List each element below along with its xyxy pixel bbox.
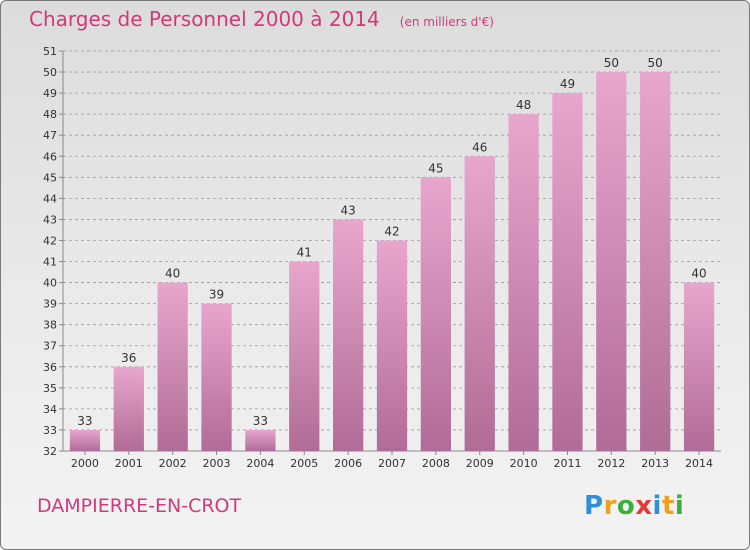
y-tick-label: 32	[43, 445, 57, 458]
bar	[332, 219, 364, 451]
y-tick-label: 34	[43, 403, 57, 416]
x-tick-label: 2003	[203, 457, 231, 470]
logo-letter: o	[616, 491, 636, 521]
bar-value-label: 48	[516, 98, 531, 112]
bar-value-label: 50	[604, 56, 619, 70]
y-tick-label: 39	[43, 298, 57, 311]
bar-value-label: 46	[472, 140, 487, 154]
bar	[289, 261, 320, 451]
bar-value-label: 50	[648, 56, 663, 70]
bar	[201, 303, 232, 451]
bar-value-label: 40	[691, 267, 706, 281]
proxiti-logo: Proxiti	[584, 491, 684, 521]
logo-letter: t	[661, 491, 675, 521]
bar	[376, 240, 408, 451]
logo-letter: x	[635, 491, 653, 521]
bar-value-label: 36	[121, 351, 136, 365]
y-tick-label: 47	[43, 129, 57, 142]
y-tick-label: 40	[43, 277, 57, 290]
bar	[552, 93, 583, 452]
y-tick-label: 38	[43, 319, 57, 332]
logo-letter: i	[652, 491, 662, 521]
x-tick-label: 2005	[290, 457, 318, 470]
x-tick-label: 2002	[159, 457, 187, 470]
bar-value-label: 42	[384, 224, 399, 238]
x-tick-label: 2001	[115, 457, 143, 470]
logo-letter: P	[584, 491, 604, 521]
bar-value-label: 43	[340, 203, 355, 217]
bar-value-label: 39	[209, 288, 224, 302]
y-tick-label: 35	[43, 382, 57, 395]
y-tick-label: 45	[43, 171, 57, 184]
bar-value-label: 33	[77, 414, 92, 428]
bar	[596, 72, 627, 451]
y-tick-label: 36	[43, 361, 57, 374]
bars	[69, 72, 715, 452]
bar-value-label: 45	[428, 161, 443, 175]
y-tick-label: 49	[43, 87, 57, 100]
bar	[640, 72, 671, 451]
bar-value-label: 40	[165, 267, 180, 281]
bar	[683, 282, 715, 451]
bar	[464, 156, 495, 451]
x-tick-label: 2011	[553, 457, 581, 470]
x-tick-label: 2007	[378, 457, 406, 470]
y-tick-label: 42	[43, 234, 57, 247]
x-tick-label: 2014	[685, 457, 713, 470]
x-tick-label: 2004	[246, 457, 274, 470]
y-tick-label: 37	[43, 340, 57, 353]
bar-value-label: 33	[253, 414, 268, 428]
bar	[245, 429, 276, 451]
commune-name: DAMPIERRE-EN-CROT	[37, 495, 242, 517]
y-tick-label: 41	[43, 256, 57, 269]
x-tick-label: 2010	[510, 457, 538, 470]
bar	[420, 177, 452, 451]
bar-value-label: 49	[560, 77, 575, 91]
y-tick-label: 44	[43, 192, 57, 205]
chart-subtitle: (en milliers d'€)	[399, 15, 494, 29]
x-tick-label: 2012	[597, 457, 625, 470]
bar-value-label: 41	[297, 246, 312, 260]
y-tick-label: 33	[43, 424, 57, 437]
bar	[508, 114, 539, 451]
data-labels: 33 36 40 39 33 41 43 42 45 46 48 49 50 50 40	[77, 56, 706, 428]
chart-title: Charges de Personnel 2000 à 2014	[29, 7, 380, 31]
bar	[157, 282, 188, 451]
bar	[113, 366, 144, 451]
y-tick-label: 51	[43, 45, 57, 58]
x-tick-label: 2006	[334, 457, 362, 470]
y-tick-label: 48	[43, 108, 57, 121]
x-tick-label: 2009	[466, 457, 494, 470]
x-tick-label: 2000	[71, 457, 99, 470]
y-tick-label: 50	[43, 66, 57, 79]
chart-title-line: Charges de Personnel 2000 à 2014 (en mill…	[29, 7, 494, 31]
y-tick-label: 46	[43, 150, 57, 163]
bar	[69, 429, 101, 451]
logo-letter: r	[603, 491, 617, 521]
x-tick-label: 2008	[422, 457, 450, 470]
y-tick-label: 43	[43, 213, 57, 226]
logo-letter: i	[674, 491, 685, 521]
x-tick-label: 2013	[641, 457, 669, 470]
